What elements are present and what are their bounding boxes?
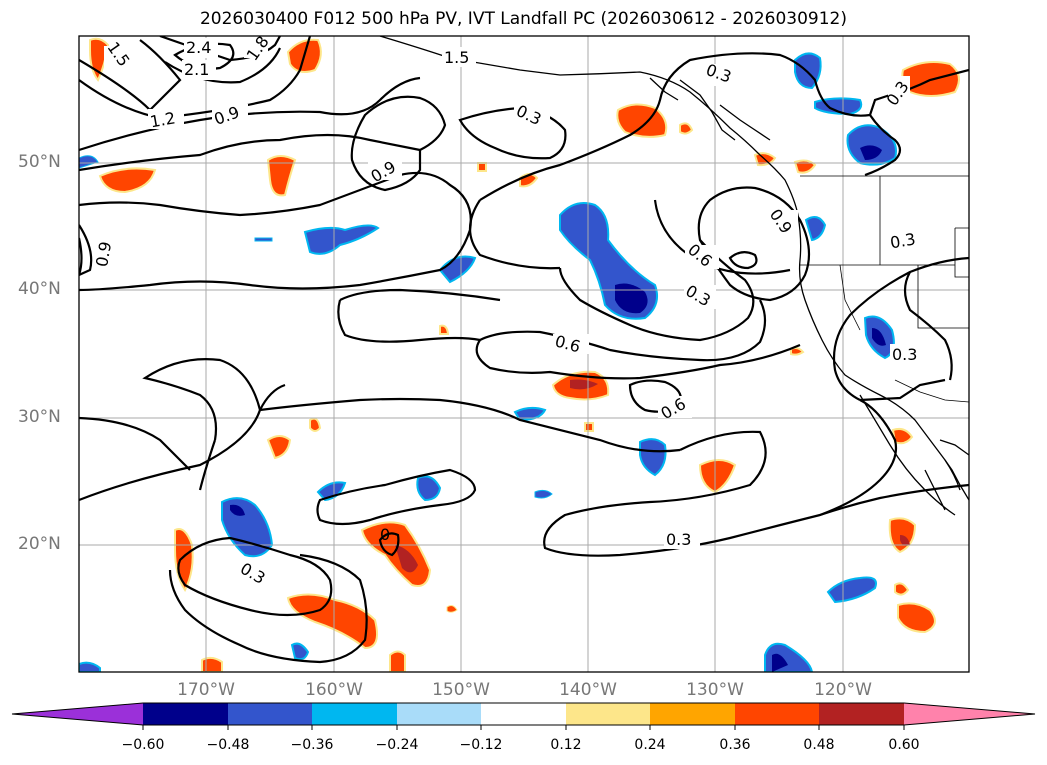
positive-pv-blob [897, 602, 936, 634]
colorbar-bin [650, 703, 735, 725]
negative-pv-blob [290, 642, 310, 661]
lat-label: 50°N [18, 152, 61, 172]
colorbar-bin [397, 703, 482, 725]
positive-pv-blob [446, 605, 458, 613]
negative-pv-blob [846, 124, 897, 166]
colorbar-tick-label: 0.60 [888, 737, 920, 753]
contour-label: 2.4 [186, 38, 211, 57]
negative-pv-blob [534, 489, 553, 499]
map-plot-area [79, 36, 969, 672]
negative-pv-blob [804, 215, 827, 242]
colorbar-tick-label: 0.36 [719, 737, 751, 753]
political-borders [800, 175, 969, 403]
colorbar [11, 702, 1036, 730]
colorbar-tick-label: 0.24 [634, 737, 666, 753]
colorbar-bin [143, 703, 228, 725]
contour-label: 0.3 [889, 229, 917, 252]
colorbar-tick-label: −0.60 [121, 737, 165, 753]
colorbar-bin [228, 703, 313, 725]
positive-pv-blob [793, 159, 817, 174]
contour-labels: 2.4 2.1 1.8 1.5 1.5 1.2 0.9 0.9 0.9 0.9 … [92, 36, 922, 588]
positive-pv-blob [389, 650, 406, 672]
negative-pv-blob [416, 475, 442, 502]
colorbar-bin [735, 703, 820, 725]
positive-pv-blob [679, 122, 694, 135]
lat-label: 30°N [18, 407, 61, 427]
positive-pv-blob [266, 155, 297, 197]
negative-pv-blob [814, 97, 863, 116]
lon-label: 140°W [559, 680, 617, 700]
negative-pv-blob [303, 224, 380, 255]
lon-label: 120°W [814, 680, 872, 700]
negative-pv-blob [513, 406, 547, 422]
positive-pv-blob [266, 435, 292, 460]
lon-label: 130°W [686, 680, 744, 700]
contour-label: 0.3 [666, 530, 691, 549]
contour-label: 1.5 [444, 48, 469, 67]
colorbar-bin [481, 703, 566, 725]
positive-pv-blob [309, 417, 322, 432]
colorbar-max-extend [904, 703, 1035, 725]
negative-pv-blob [79, 155, 99, 169]
positive-pv-blob [891, 427, 914, 445]
lon-label: 170°W [177, 680, 235, 700]
positive-pv-blob [201, 656, 223, 672]
colorbar-tick-label: −0.24 [375, 737, 419, 753]
contour-label: 0.3 [892, 345, 917, 364]
colorbar-min-extend [12, 703, 143, 725]
colorbar-tick-label: 0.48 [803, 737, 835, 753]
colorbar-bin [819, 703, 904, 725]
positive-pv-blob [698, 459, 737, 494]
positive-pv-blob [477, 162, 487, 172]
colorbar-tick-label: −0.36 [290, 737, 334, 753]
positive-pv-blob [584, 422, 594, 432]
colorbar-tick-label: 0.12 [550, 737, 582, 753]
negative-pv-blob [79, 661, 101, 672]
negative-pv-blob [254, 237, 273, 242]
positive-pv-blob [286, 593, 378, 650]
colorbar-bin [566, 703, 651, 725]
positive-pv-blob [894, 582, 910, 596]
negative-pv-blob [316, 481, 347, 502]
negative-pv-blob [639, 438, 667, 477]
colorbar-tick-label: −0.12 [459, 737, 503, 753]
contour-label: 0 [380, 525, 390, 544]
positive-pv-blob [98, 167, 157, 194]
lat-label: 40°N [18, 279, 61, 299]
lon-label: 160°W [305, 680, 363, 700]
lon-label: 150°W [432, 680, 490, 700]
colorbar-tick-label: −0.48 [206, 737, 250, 753]
colorbar-bin [312, 703, 397, 725]
contour-label: 0.9 [92, 240, 115, 268]
contour-label: 2.1 [184, 60, 209, 79]
lat-label: 20°N [18, 534, 61, 554]
map-title: 2026030400 F012 500 hPa PV, IVT Landfall… [199, 9, 847, 29]
positive-pv-blob [439, 324, 450, 335]
graticule [79, 36, 969, 672]
contour-label: 1.2 [148, 108, 176, 131]
map-frame [78, 35, 970, 673]
